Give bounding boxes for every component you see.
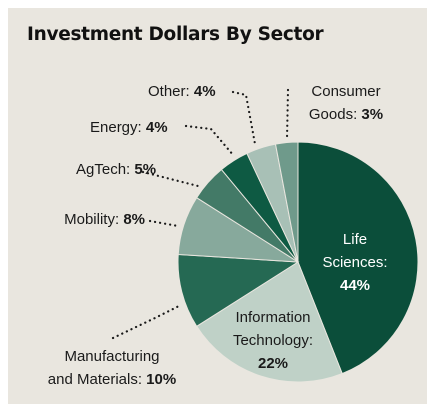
leader-line bbox=[148, 219, 180, 228]
leaders bbox=[111, 88, 290, 340]
category-label: Life Sciences: bbox=[322, 231, 388, 271]
slice-label: Manufacturing and Materials: 10% bbox=[32, 345, 192, 391]
value-label: 4% bbox=[145, 119, 168, 136]
category-label: Other: bbox=[148, 83, 190, 100]
value-label: 8% bbox=[123, 211, 145, 228]
slice-label: AgTech: 5% bbox=[76, 158, 196, 181]
category-label: AgTech: bbox=[76, 161, 131, 178]
category-label: Energy: bbox=[90, 119, 142, 136]
value-label: 22% bbox=[257, 355, 289, 372]
value-label: 10% bbox=[146, 371, 177, 388]
leader-line bbox=[111, 303, 183, 340]
slice-label: Energy: 4% bbox=[90, 116, 210, 139]
pie-slice bbox=[195, 261, 343, 383]
pie-slice bbox=[297, 141, 419, 375]
pie-slice bbox=[177, 253, 300, 327]
value-label: 44% bbox=[339, 277, 371, 294]
category-label: Consumer Goods: bbox=[308, 83, 381, 123]
slice-label: Information Technology: 22% bbox=[213, 306, 333, 375]
category-label: Manufacturing and Materials: bbox=[47, 348, 160, 388]
leader-line bbox=[285, 88, 290, 141]
slice-label: Life Sciences: 44% bbox=[305, 228, 405, 297]
value-label: 4% bbox=[193, 83, 216, 100]
chart-title: Investment Dollars By Sector bbox=[27, 24, 324, 45]
leader-line bbox=[141, 170, 200, 188]
value-label: 3% bbox=[361, 106, 384, 123]
slice-label: Mobility: 8% bbox=[10, 208, 145, 231]
value-label: 5% bbox=[134, 161, 157, 178]
leader-line bbox=[184, 124, 236, 158]
category-label: Information Technology: bbox=[232, 309, 314, 349]
leader-line bbox=[231, 90, 257, 146]
slice-label: Consumer Goods: 3% bbox=[298, 80, 394, 126]
slice-label: Other: 4% bbox=[148, 80, 268, 103]
category-label: Mobility: bbox=[64, 211, 120, 228]
pie-slice bbox=[274, 141, 299, 263]
